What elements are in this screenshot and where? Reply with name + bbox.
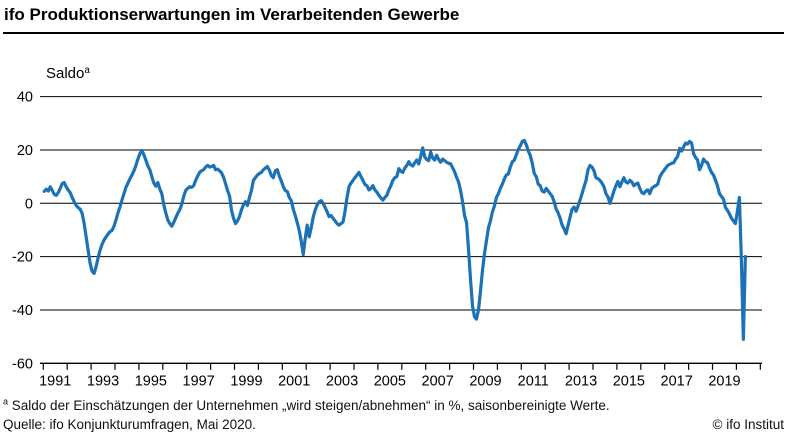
x-label-1993: 1993: [87, 373, 119, 389]
x-ticks: [42, 363, 761, 370]
copyright-text: © ifo Institut: [712, 417, 784, 432]
y-axis-title: Saldoa: [46, 65, 90, 82]
footnote-marker: a: [3, 396, 9, 407]
y-tick-labels: 40 20 0 -20 -40 -60: [12, 90, 33, 373]
y-tick-label--20: -20: [12, 250, 33, 266]
y-tick-label--40: -40: [12, 303, 33, 319]
x-label-2019: 2019: [708, 373, 740, 389]
x-label-1995: 1995: [135, 373, 167, 389]
y-gridlines: [40, 96, 762, 364]
x-label-1991: 1991: [39, 373, 71, 389]
y-tick-label--60: -60: [12, 356, 33, 372]
x-label-2017: 2017: [661, 373, 693, 389]
x-label-2015: 2015: [613, 373, 645, 389]
y-tick-label-40: 40: [17, 90, 33, 106]
source-text: Quelle: ifo Konjunkturumfragen, Mai 2020…: [3, 417, 256, 432]
y-tick-label-20: 20: [17, 143, 33, 159]
x-label-1999: 1999: [230, 373, 262, 389]
x-label-2013: 2013: [565, 373, 597, 389]
footnote: a Saldo der Einschätzungen der Unternehm…: [3, 396, 610, 413]
source-line: Quelle: ifo Konjunkturumfragen, Mai 2020…: [3, 417, 784, 432]
x-label-2007: 2007: [422, 373, 454, 389]
saldo-series-line: [42, 138, 747, 341]
x-label-2003: 2003: [326, 373, 358, 389]
footnote-text: Saldo der Einschätzungen der Unternehmen…: [11, 398, 610, 413]
x-tick-labels: 1991 1993 1995 1997 1999 2001 2003 2005 2007 2009…: [39, 373, 740, 389]
x-label-2011: 2011: [518, 373, 549, 389]
x-label-2005: 2005: [374, 373, 406, 389]
x-label-1997: 1997: [183, 373, 215, 389]
title-divider: [3, 32, 784, 34]
y-tick-label-0: 0: [25, 196, 33, 212]
page-title: ifo Produktionserwartungen im Verarbeite…: [4, 5, 460, 24]
x-label-2001: 2001: [278, 373, 310, 389]
x-label-2009: 2009: [469, 373, 501, 389]
